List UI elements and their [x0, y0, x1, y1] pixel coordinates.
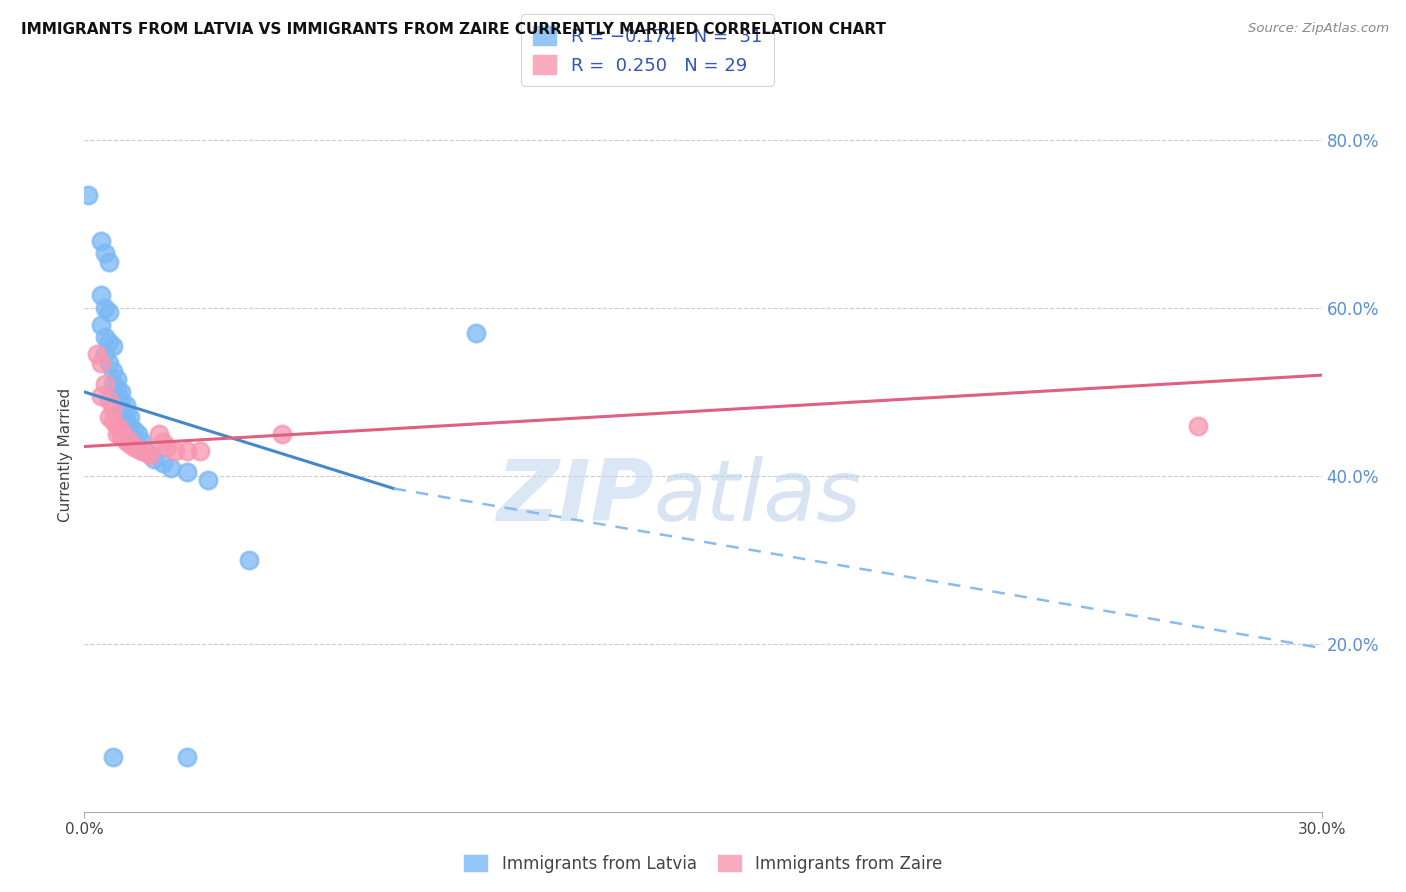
Point [103, 364, 125, 378]
Point [94, 330, 117, 344]
Point [143, 452, 166, 467]
Point [114, 431, 136, 445]
Point [114, 406, 136, 420]
Point [98, 355, 121, 369]
Point [110, 384, 132, 399]
Point [77, 187, 100, 202]
Point [118, 435, 141, 450]
Legend: Immigrants from Latvia, Immigrants from Zaire: Immigrants from Latvia, Immigrants from … [457, 847, 949, 880]
Point [122, 423, 145, 437]
Point [131, 435, 153, 450]
Point [94, 246, 117, 260]
Point [110, 393, 132, 408]
Point [98, 255, 121, 269]
Point [90, 234, 112, 248]
Point [176, 465, 198, 479]
Point [114, 398, 136, 412]
Point [98, 305, 121, 319]
Point [127, 442, 149, 456]
Point [110, 428, 132, 442]
Point [165, 443, 187, 458]
Point [148, 426, 170, 441]
Point [86, 347, 108, 361]
Point [94, 376, 117, 391]
Point [139, 448, 162, 462]
Text: atlas: atlas [654, 456, 862, 540]
Point [105, 389, 128, 403]
Point [188, 443, 211, 458]
Point [90, 318, 112, 332]
Point [94, 301, 117, 315]
Point [90, 389, 112, 403]
Point [465, 326, 488, 341]
Point [156, 440, 179, 454]
Point [103, 376, 125, 391]
Point [238, 553, 260, 567]
Point [118, 437, 141, 451]
Y-axis label: Currently Married: Currently Married [58, 388, 73, 522]
Point [103, 401, 125, 416]
Point [135, 443, 157, 458]
Point [105, 372, 128, 386]
Point [118, 410, 141, 425]
Point [1187, 418, 1209, 433]
Point [197, 473, 219, 487]
Point [105, 418, 128, 433]
Point [94, 347, 117, 361]
Point [118, 418, 141, 433]
Point [176, 750, 198, 764]
Text: IMMIGRANTS FROM LATVIA VS IMMIGRANTS FROM ZAIRE CURRENTLY MARRIED CORRELATION CH: IMMIGRANTS FROM LATVIA VS IMMIGRANTS FRO… [21, 22, 886, 37]
Point [135, 445, 157, 459]
Point [90, 288, 112, 302]
Point [90, 355, 112, 369]
Text: ZIP: ZIP [496, 456, 654, 540]
Point [98, 393, 121, 408]
Point [105, 426, 128, 441]
Text: Source: ZipAtlas.com: Source: ZipAtlas.com [1249, 22, 1389, 36]
Point [160, 460, 183, 475]
Point [152, 456, 174, 470]
Point [122, 440, 145, 454]
Legend: R = −0.174   N =  31, R =  0.250   N = 29: R = −0.174 N = 31, R = 0.250 N = 29 [522, 14, 773, 86]
Point [110, 423, 132, 437]
Point [98, 334, 121, 349]
Point [98, 410, 121, 425]
Point [110, 401, 132, 416]
Point [103, 414, 125, 428]
Point [127, 426, 149, 441]
Point [105, 381, 128, 395]
Point [131, 443, 153, 458]
Point [114, 414, 136, 428]
Point [271, 426, 294, 441]
Point [176, 443, 198, 458]
Point [114, 434, 136, 448]
Point [152, 435, 174, 450]
Point [103, 339, 125, 353]
Point [103, 750, 125, 764]
